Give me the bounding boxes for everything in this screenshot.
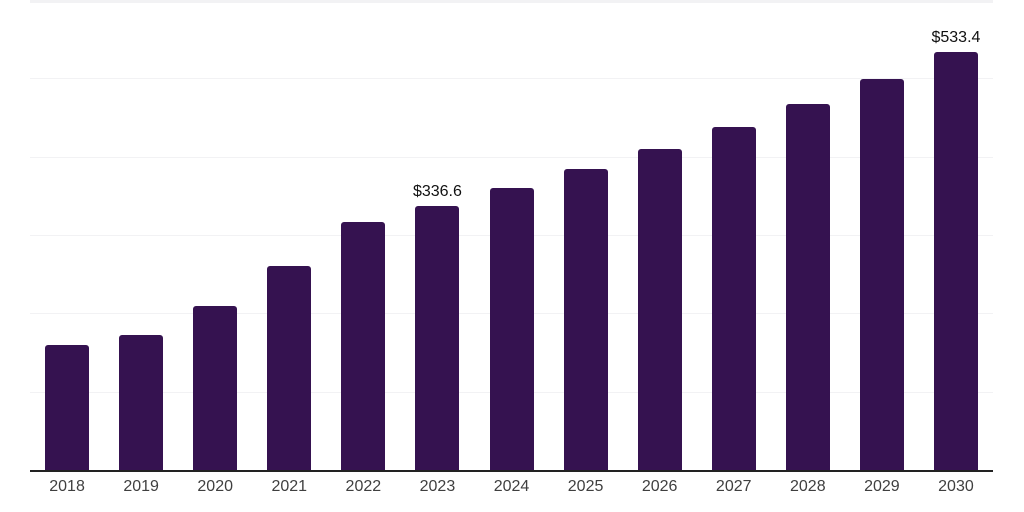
x-tick-label-2030: 2030 — [938, 478, 974, 495]
bar-2018 — [45, 344, 90, 470]
bar-2025 — [563, 169, 608, 470]
x-tick-label-2019: 2019 — [123, 478, 159, 495]
bar-2027 — [711, 126, 756, 470]
bar-2022 — [341, 222, 386, 470]
plot-area: $336.6 $533.4 — [30, 0, 993, 472]
gridline-600 — [30, 0, 993, 3]
x-tick-label-2022: 2022 — [345, 478, 382, 495]
x-axis-tick-row: 2018 2019 2020 2021 2022 2023 2024 2025 2026 2027… — [30, 478, 993, 500]
x-tick-label-2021: 2021 — [271, 478, 308, 495]
x-tick-label-2027: 2027 — [715, 478, 752, 495]
bar-2023 — [415, 206, 460, 470]
bar-2026 — [637, 148, 682, 470]
bar-2019 — [119, 334, 164, 470]
x-tick-label-2025: 2025 — [567, 478, 604, 495]
x-tick-label-2018: 2018 — [49, 478, 85, 495]
x-tick-label-2020: 2020 — [197, 478, 233, 495]
bar-2021 — [267, 266, 312, 470]
gridline-500 — [30, 78, 993, 80]
x-tick-label-2024: 2024 — [493, 478, 530, 495]
bar-2020 — [193, 305, 238, 470]
bar-value-label-2023: $336.6 — [412, 183, 462, 201]
gridline-400 — [30, 156, 993, 158]
bar-2024 — [489, 188, 534, 470]
x-tick-label-2028: 2028 — [790, 478, 826, 495]
x-tick-label-2029: 2029 — [864, 478, 900, 495]
x-tick-label-2026: 2026 — [641, 478, 678, 495]
bar-2030 — [933, 52, 978, 470]
bar-2029 — [859, 78, 904, 470]
bar-value-label-2030: $533.4 — [931, 29, 981, 47]
bar-2028 — [785, 103, 830, 470]
x-axis-line — [30, 470, 993, 472]
x-tick-label-2023: 2023 — [419, 478, 456, 495]
